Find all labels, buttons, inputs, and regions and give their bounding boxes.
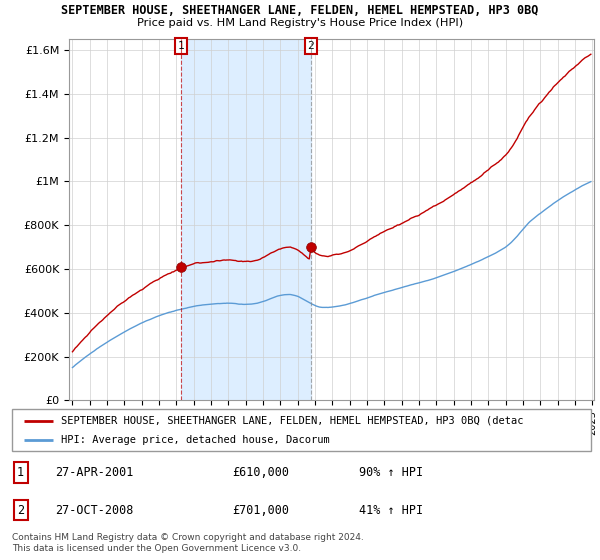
Text: SEPTEMBER HOUSE, SHEETHANGER LANE, FELDEN, HEMEL HEMPSTEAD, HP3 0BQ: SEPTEMBER HOUSE, SHEETHANGER LANE, FELDE…: [61, 4, 539, 17]
Text: Price paid vs. HM Land Registry's House Price Index (HPI): Price paid vs. HM Land Registry's House …: [137, 18, 463, 28]
Text: 2: 2: [17, 504, 24, 517]
Text: £610,000: £610,000: [232, 466, 289, 479]
Text: HPI: Average price, detached house, Dacorum: HPI: Average price, detached house, Daco…: [61, 435, 330, 445]
Text: 27-APR-2001: 27-APR-2001: [55, 466, 134, 479]
Text: 2: 2: [307, 41, 314, 51]
Text: Contains HM Land Registry data © Crown copyright and database right 2024.
This d: Contains HM Land Registry data © Crown c…: [12, 533, 364, 553]
Text: 41% ↑ HPI: 41% ↑ HPI: [359, 504, 424, 517]
Text: 1: 1: [17, 466, 24, 479]
Bar: [181, 39, 311, 400]
Text: 1: 1: [178, 41, 184, 51]
Text: 90% ↑ HPI: 90% ↑ HPI: [359, 466, 424, 479]
Text: SEPTEMBER HOUSE, SHEETHANGER LANE, FELDEN, HEMEL HEMPSTEAD, HP3 0BQ (detac: SEPTEMBER HOUSE, SHEETHANGER LANE, FELDE…: [61, 416, 524, 426]
Text: £701,000: £701,000: [232, 504, 289, 517]
Text: 27-OCT-2008: 27-OCT-2008: [55, 504, 134, 517]
